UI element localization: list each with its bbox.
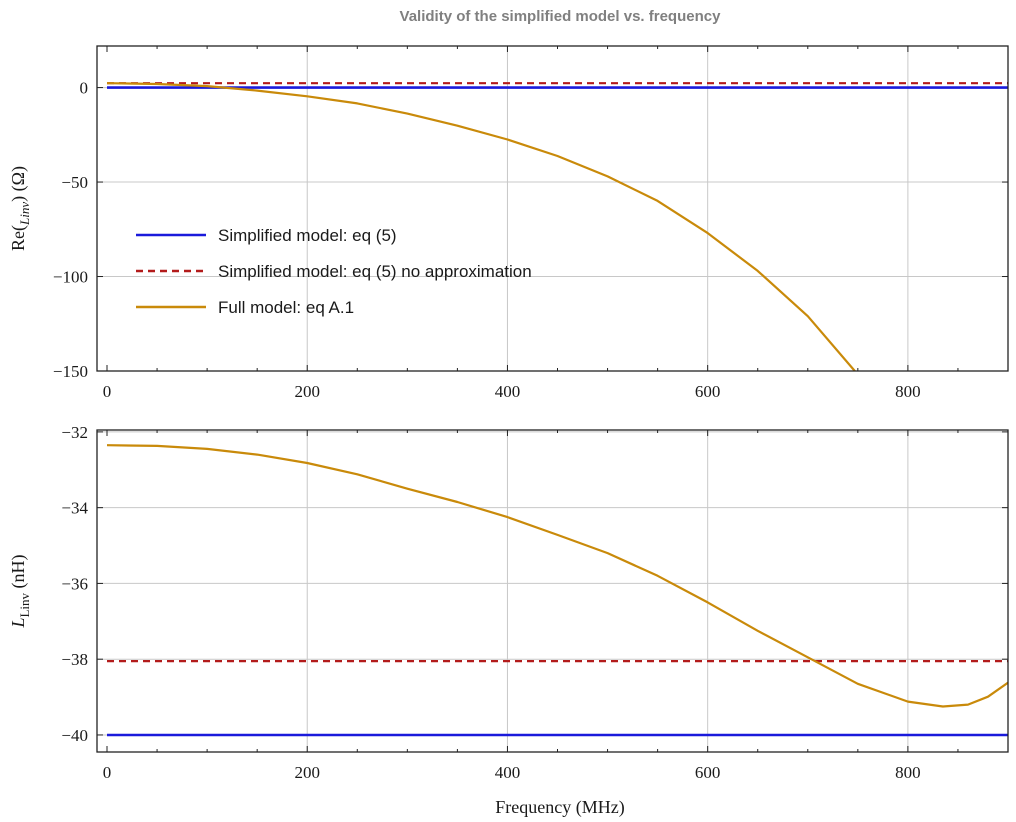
series-line-2 xyxy=(106,82,856,371)
x-tick-label: 600 xyxy=(695,763,721,782)
y-tick-label: −40 xyxy=(61,726,88,745)
y-tick-label: −32 xyxy=(61,423,88,442)
x-tick-label: 800 xyxy=(895,763,921,782)
y-axis-label: LLinv (nH) xyxy=(8,554,32,628)
ticks xyxy=(97,430,1009,752)
y-tick-label: −38 xyxy=(61,650,88,669)
series-line-2 xyxy=(106,444,1008,708)
y-tick-label: −50 xyxy=(61,173,88,192)
legend-label-0: Simplified model: eq (5) xyxy=(218,226,397,245)
legend: Simplified model: eq (5) Simplified model… xyxy=(136,226,532,317)
bottom-panel: 0 200 400 600 800 −32 −34 −36 −38 −40 LLinv (nH) xyxy=(8,423,1009,782)
plot-frame xyxy=(96,429,1009,753)
y-axis-label: Re(Linv) (Ω) xyxy=(8,166,32,251)
x-tick-label: 200 xyxy=(294,382,320,401)
plot-frame xyxy=(96,45,1009,372)
top-panel: 0 200 400 600 800 0 −50 −100 −150 Re(Linv) (Ω) xyxy=(8,45,1009,401)
y-tick-label: −36 xyxy=(61,574,88,593)
legend-label-2: Full model: eq A.1 xyxy=(218,298,354,317)
x-tick-label: 400 xyxy=(495,763,521,782)
ticks xyxy=(97,46,1009,372)
y-tick-label: −100 xyxy=(53,268,88,287)
x-axis-label: Frequency (MHz) xyxy=(495,797,624,818)
x-tick-label: 0 xyxy=(103,763,112,782)
x-tick-label: 0 xyxy=(103,382,112,401)
legend-label-1: Simplified model: eq (5) no approximatio… xyxy=(218,262,532,281)
x-tick-label: 200 xyxy=(294,763,320,782)
x-tick-label: 600 xyxy=(695,382,721,401)
chart-title: Validity of the simplified model vs. fre… xyxy=(400,8,722,25)
x-tick-label: 400 xyxy=(495,382,521,401)
y-tick-label: −150 xyxy=(53,362,88,381)
y-tick-label: −34 xyxy=(61,499,88,518)
y-tick-label: 0 xyxy=(80,79,89,98)
x-tick-label: 800 xyxy=(895,382,921,401)
